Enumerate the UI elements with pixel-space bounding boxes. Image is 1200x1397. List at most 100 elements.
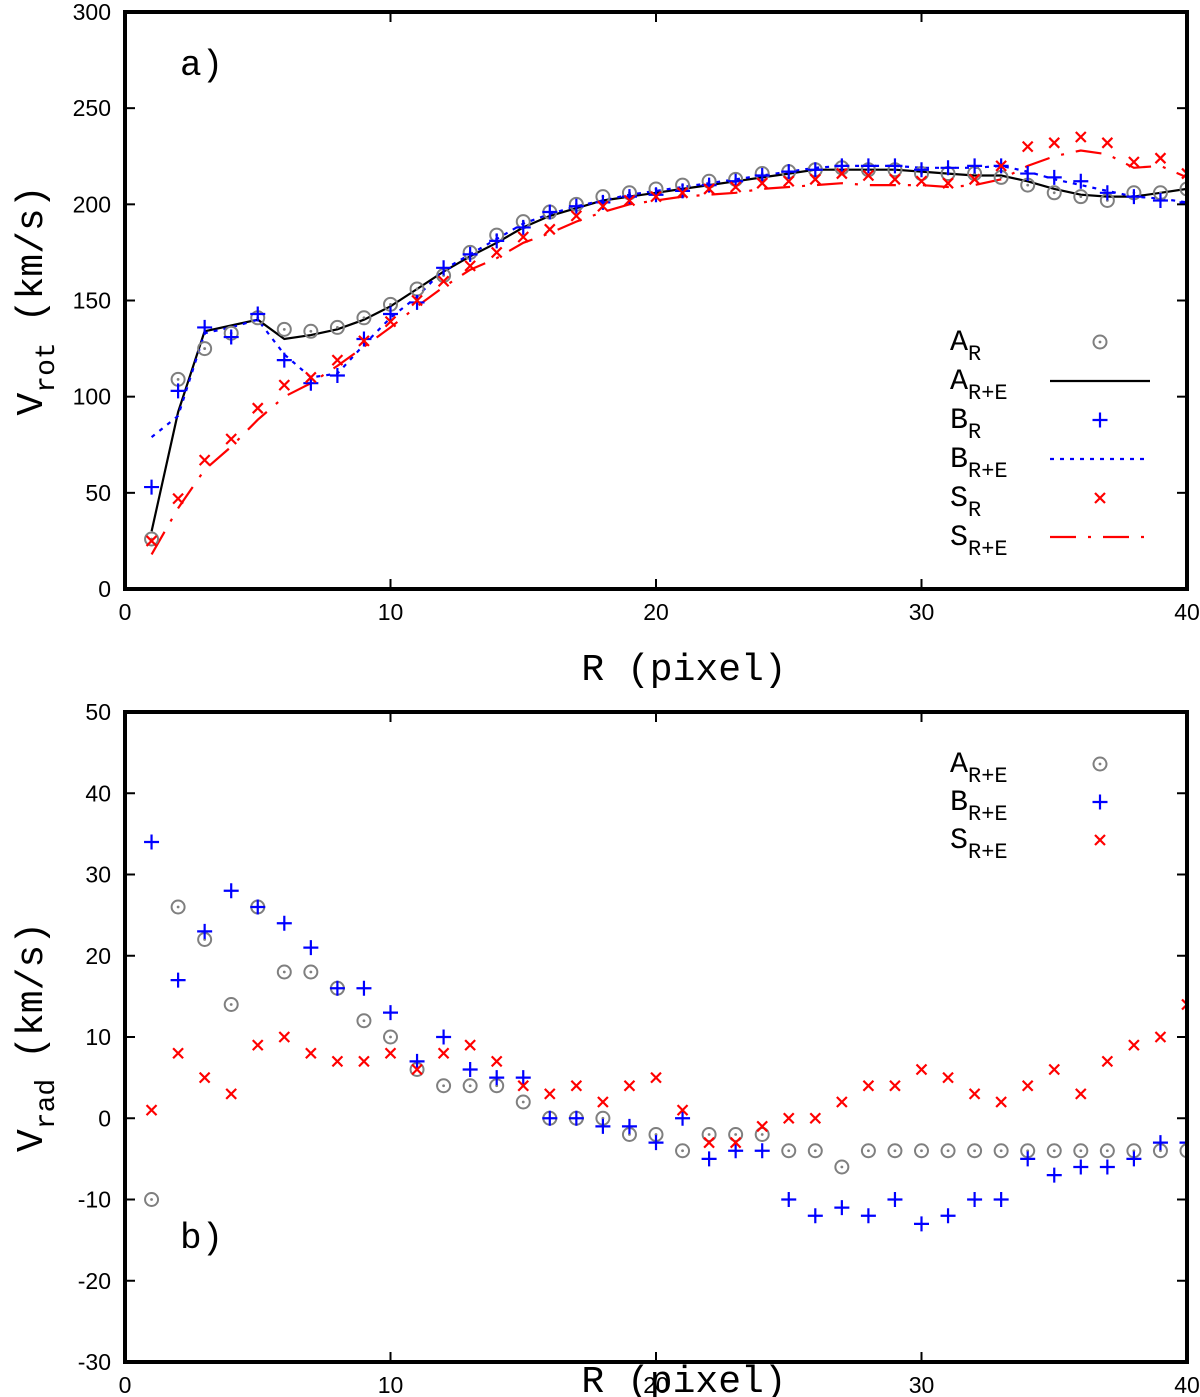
data-point-A_R+E [436, 1078, 452, 1094]
data-point-B_R [781, 164, 797, 180]
data-point-A_R+E-ring [303, 964, 319, 980]
data-point-B_R+E [515, 1070, 531, 1086]
data-point-B_R+E [595, 1118, 611, 1134]
data-point-A_R-ring [1179, 181, 1187, 197]
data-point-A_R+E-dot [681, 1149, 684, 1153]
data-point-A_R [329, 319, 345, 335]
data-point-S_R+E [942, 1071, 954, 1084]
legend-label-sub: R+E [968, 840, 1008, 865]
data-point-S_R+E [331, 1055, 344, 1068]
data-point-A_R+E-ring [701, 1127, 717, 1142]
data-point-A_R [1073, 189, 1089, 205]
data-point-B_R+E [462, 1062, 478, 1077]
data-point-S_R+E [570, 1079, 583, 1092]
legend-label-main: S [950, 521, 968, 555]
data-point-S_R+E [782, 1112, 795, 1125]
legend-entry-A_R+E: AR+E [950, 748, 1108, 789]
data-point-B_R+E [860, 1208, 876, 1224]
data-point-B_R [223, 329, 239, 345]
data-point-S_R+E [437, 1047, 450, 1060]
data-point-B_R [542, 204, 558, 220]
data-point-A_R+E-ring [356, 1013, 372, 1029]
data-point-A_R+E [223, 997, 239, 1012]
data-point-S_R [1075, 131, 1087, 143]
data-point-A_R-ring [1046, 185, 1062, 201]
data-point-A_R+E [515, 1094, 531, 1110]
data-point-S_R+E [172, 1047, 184, 1060]
data-point-S_R [782, 175, 795, 188]
data-point-B_R+E [675, 1110, 691, 1126]
data-point-S_R+E [1048, 1063, 1061, 1076]
data-point-A_R+E-ring [383, 1029, 398, 1045]
legend-marker-dot [1098, 762, 1102, 766]
data-point-A_R+E-dot [999, 1149, 1003, 1153]
data-point-B_R [1046, 169, 1062, 185]
data-point-S_R [809, 173, 822, 186]
data-point-A_R+E [462, 1078, 478, 1094]
y-tick-label: -10 [78, 1187, 111, 1213]
data-point-S_R [862, 169, 875, 182]
data-point-A_R+E-dot [1105, 1149, 1109, 1153]
data-point-B_R+E [1179, 1135, 1187, 1151]
data-point-A_R-dot [336, 326, 339, 329]
data-point-S_R+E [411, 1063, 423, 1076]
data-point-A_R+E [303, 964, 319, 980]
x-tick-label: 0 [119, 599, 132, 625]
data-point-S_R+E [278, 1031, 291, 1043]
data-point-A_R+E-dot [389, 1035, 392, 1039]
data-point-A_R+E-ring [993, 1143, 1009, 1159]
plot-area [144, 131, 1187, 555]
data-point-S_R [703, 183, 715, 195]
data-point-A_R+E-ring [675, 1143, 691, 1159]
data-point-B_R+E [648, 1135, 664, 1151]
y-axis-title-main: V [11, 1129, 54, 1152]
data-point-A_R+E-dot [813, 1149, 817, 1153]
data-point-A_R+E [887, 1143, 903, 1159]
data-point-S_R [464, 260, 476, 272]
data-point-S_R [729, 181, 742, 193]
y-axis-title-sub: rad [32, 1079, 63, 1129]
data-point-B_R+E [621, 1118, 637, 1134]
data-point-S_R [1021, 140, 1034, 153]
data-point-S_R [278, 379, 291, 391]
legend-label-main: A [950, 365, 968, 399]
data-point-B_R+E [993, 1192, 1009, 1207]
data-point-B_R [436, 260, 452, 276]
data-point-S_R+E [889, 1079, 901, 1092]
y-tick-label: 10 [85, 1024, 111, 1050]
data-point-A_R+E-ring [967, 1143, 983, 1159]
data-point-B_R+E [1099, 1159, 1115, 1175]
data-point-A_R-ring [329, 319, 345, 335]
data-point-A_R+E-dot [707, 1133, 711, 1136]
data-point-B_R+E [436, 1029, 452, 1045]
data-point-A_R [276, 321, 292, 337]
x-axis-title: R (pixel) [581, 649, 786, 692]
data-point-S_R+E [597, 1096, 609, 1108]
legend-label: SR [950, 482, 981, 523]
legend-label-main: B [950, 786, 968, 820]
data-point-A_R+E-ring [223, 997, 239, 1012]
y-axis-title-unit: (km/s) [11, 185, 54, 322]
data-point-A_R+E-ring [781, 1143, 797, 1159]
data-point-S_R [331, 354, 344, 366]
data-point-B_R+E [1020, 1151, 1036, 1167]
legend-label-main: B [950, 404, 968, 438]
data-point-A_R-dot [203, 347, 207, 350]
data-point-A_R-dot [999, 176, 1003, 179]
legend-label: BR+E [950, 443, 1008, 484]
x-tick-label: 30 [909, 1372, 935, 1397]
data-point-S_R+E [517, 1079, 530, 1092]
data-point-B_R+E [144, 834, 160, 850]
data-point-B_R+E [754, 1143, 770, 1159]
data-point-A_R+E-dot [920, 1149, 923, 1153]
data-point-B_R [860, 158, 876, 174]
data-point-A_R+E-ring [754, 1127, 770, 1142]
data-point-B_R [1073, 173, 1089, 189]
data-point-A_R+E-dot [787, 1149, 791, 1153]
data-point-B_R [834, 158, 850, 174]
legend-marker [1094, 834, 1106, 846]
legend-label-main: B [950, 443, 968, 477]
data-point-A_R+E-ring [1179, 1143, 1187, 1159]
data-point-A_R+E [834, 1159, 850, 1175]
